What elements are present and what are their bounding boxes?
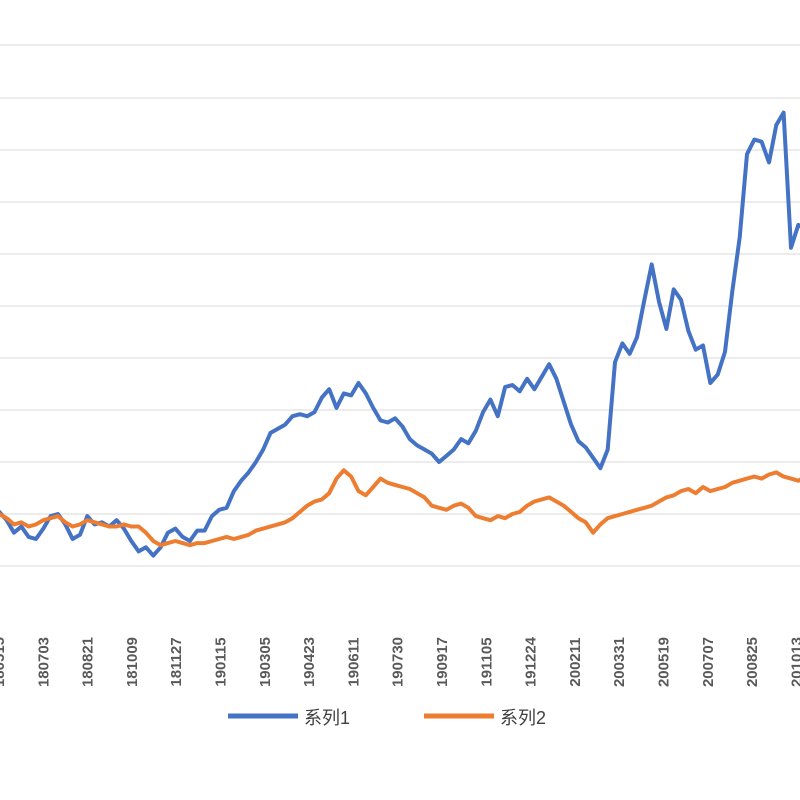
x-tick-label: 200211 bbox=[567, 637, 584, 686]
x-tick-label: 200707 bbox=[700, 637, 717, 687]
x-tick-label: 200825 bbox=[744, 637, 761, 687]
legend-label-series-2: 系列2 bbox=[500, 708, 546, 728]
x-tick-label: 190305 bbox=[257, 637, 274, 687]
x-tick-label: 180703 bbox=[35, 637, 52, 687]
x-tick-label: 180821 bbox=[80, 637, 97, 687]
x-tick-label: 190917 bbox=[434, 637, 451, 687]
x-tick-label: 190423 bbox=[301, 637, 318, 687]
x-tick-label: 180515 bbox=[0, 637, 8, 687]
x-tick-label: 181127 bbox=[168, 637, 185, 686]
series-line-2 bbox=[0, 468, 800, 548]
x-tick-label: 200519 bbox=[655, 637, 672, 687]
series-lines bbox=[0, 110, 800, 558]
x-tick-label: 181009 bbox=[124, 637, 141, 687]
x-tick-label: 191224 bbox=[523, 636, 540, 687]
legend: 系列1 系列2 bbox=[228, 708, 546, 728]
series-line-1 bbox=[0, 110, 800, 558]
gridlines bbox=[0, 44, 800, 567]
x-tick-label: 190730 bbox=[390, 637, 407, 687]
x-tick-label: 190115 bbox=[212, 637, 229, 686]
legend-label-series-1: 系列1 bbox=[304, 708, 350, 728]
x-tick-label: 200331 bbox=[611, 637, 628, 687]
x-tick-label: 190611 bbox=[345, 637, 362, 686]
x-tick-label: 201013 bbox=[788, 637, 800, 687]
x-axis-ticks: 180515 180703 180821 181009 181127 190115 1903… bbox=[0, 636, 800, 687]
x-tick-label: 191105 bbox=[478, 637, 495, 686]
